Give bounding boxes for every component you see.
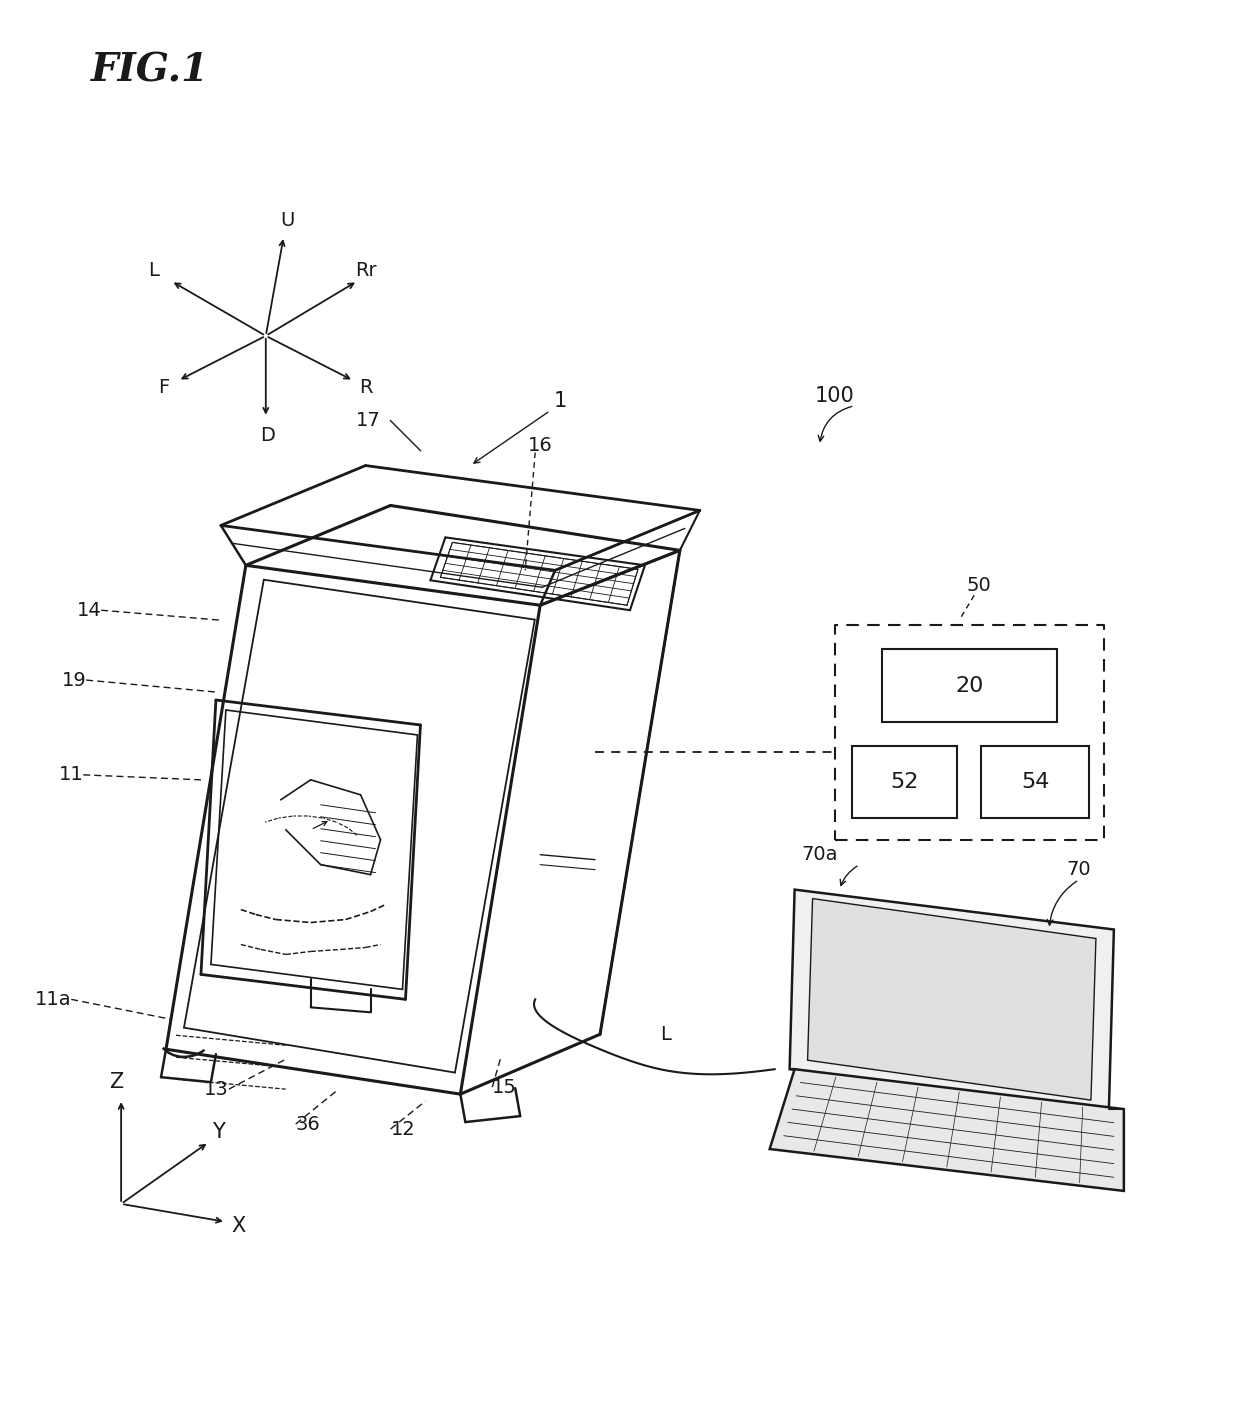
Text: 12: 12 bbox=[391, 1119, 415, 1139]
FancyBboxPatch shape bbox=[981, 746, 1089, 818]
Text: 11: 11 bbox=[58, 765, 83, 784]
Text: D: D bbox=[260, 426, 275, 444]
Text: L: L bbox=[149, 261, 160, 281]
Text: 20: 20 bbox=[956, 676, 983, 696]
Text: U: U bbox=[280, 210, 295, 230]
Text: 19: 19 bbox=[62, 670, 87, 690]
Text: 13: 13 bbox=[205, 1079, 229, 1099]
Text: 70a: 70a bbox=[801, 845, 838, 865]
FancyBboxPatch shape bbox=[883, 649, 1056, 721]
Text: 52: 52 bbox=[890, 772, 919, 792]
Text: 54: 54 bbox=[1021, 772, 1049, 792]
Text: 17: 17 bbox=[356, 412, 381, 430]
Text: Y: Y bbox=[212, 1122, 226, 1142]
Text: FIG.1: FIG.1 bbox=[92, 51, 210, 89]
Text: Z: Z bbox=[109, 1072, 123, 1092]
Text: 36: 36 bbox=[295, 1115, 320, 1133]
Text: 15: 15 bbox=[492, 1078, 517, 1096]
Polygon shape bbox=[770, 1069, 1123, 1191]
Text: 16: 16 bbox=[528, 436, 553, 454]
Text: 1: 1 bbox=[553, 391, 567, 410]
Text: 11a: 11a bbox=[35, 990, 71, 1008]
Polygon shape bbox=[807, 899, 1096, 1100]
Text: 50: 50 bbox=[967, 575, 992, 595]
Text: Rr: Rr bbox=[355, 261, 377, 281]
Text: 70: 70 bbox=[1066, 861, 1091, 879]
FancyBboxPatch shape bbox=[852, 746, 957, 818]
Polygon shape bbox=[790, 889, 1114, 1109]
Text: 100: 100 bbox=[815, 386, 854, 406]
Text: R: R bbox=[358, 378, 372, 398]
Text: X: X bbox=[232, 1216, 246, 1235]
Text: 14: 14 bbox=[77, 601, 102, 619]
Text: F: F bbox=[159, 378, 170, 398]
Text: L: L bbox=[661, 1025, 671, 1044]
